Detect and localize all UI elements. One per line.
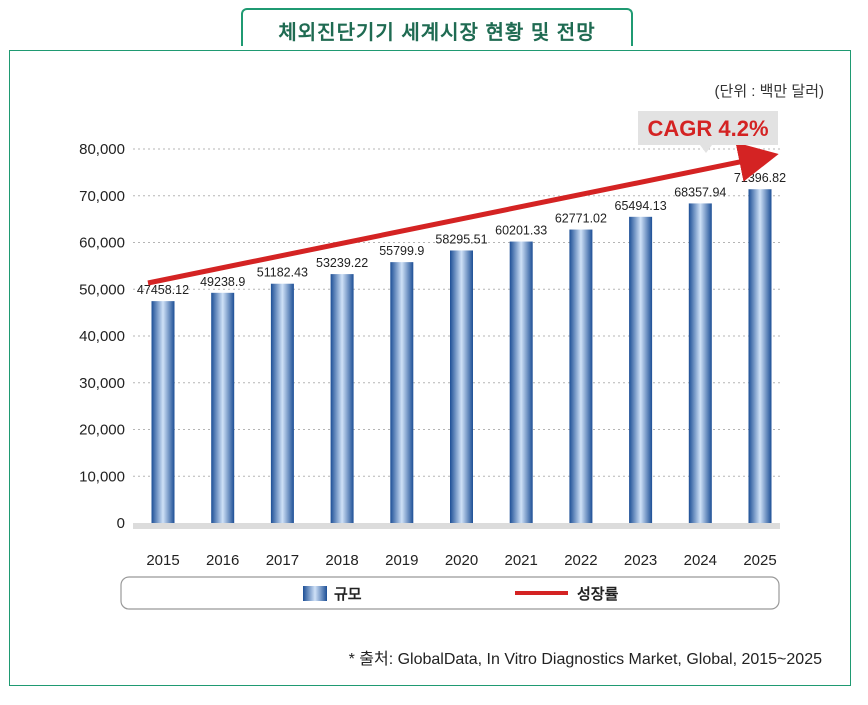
x-tick-label: 2015 bbox=[146, 552, 179, 569]
chart-frame bbox=[9, 50, 851, 686]
legend-line-label: 성장률 bbox=[577, 585, 619, 603]
bar bbox=[748, 189, 772, 524]
bar bbox=[629, 216, 653, 523]
legend: 규모 성장률 bbox=[120, 576, 780, 610]
x-tick-label: 2020 bbox=[445, 552, 478, 569]
bar bbox=[509, 241, 533, 523]
cagr-label: CAGR 4.2% bbox=[647, 116, 768, 141]
y-tick-label: 20,000 bbox=[79, 422, 125, 439]
unit-label: (단위 : 백만 달러) bbox=[714, 83, 824, 100]
x-tick-label: 2019 bbox=[385, 552, 418, 569]
data-label: 58295.51 bbox=[435, 232, 487, 246]
title-tab: 체외진단기기 세계시장 현황 및 전망 bbox=[241, 8, 633, 46]
data-label: 47458.12 bbox=[137, 283, 189, 297]
legend-bar-swatch bbox=[303, 586, 327, 601]
data-label: 68357.94 bbox=[674, 185, 726, 199]
x-tick-label: 2016 bbox=[206, 552, 239, 569]
y-tick-label: 40,000 bbox=[79, 328, 125, 345]
trend-arrow bbox=[147, 142, 779, 286]
y-tick-label: 50,000 bbox=[79, 281, 125, 298]
data-label: 60201.33 bbox=[495, 224, 547, 238]
y-tick-label: 60,000 bbox=[79, 235, 125, 252]
x-tick-label: 2017 bbox=[266, 552, 299, 569]
bar bbox=[390, 262, 414, 523]
x-axis-baseline bbox=[133, 523, 780, 529]
x-tick-label: 2023 bbox=[624, 552, 657, 569]
x-tick-label: 2024 bbox=[684, 552, 717, 569]
bars bbox=[151, 189, 772, 524]
data-label: 55799.9 bbox=[379, 244, 424, 258]
y-tick-label: 10,000 bbox=[79, 468, 125, 485]
bar bbox=[688, 203, 712, 523]
y-tick-label: 0 bbox=[117, 515, 125, 532]
bar bbox=[330, 274, 354, 523]
cagr-badge: CAGR 4.2% bbox=[638, 111, 778, 153]
chart-title: 체외진단기기 세계시장 현황 및 전망 bbox=[278, 22, 596, 44]
source-note: * 출처: GlobalData, In Vitro Diagnostics M… bbox=[348, 651, 822, 668]
data-label: 71396.82 bbox=[734, 171, 786, 185]
bar bbox=[270, 283, 294, 523]
x-tick-label: 2025 bbox=[743, 552, 776, 569]
data-label: 53239.22 bbox=[316, 256, 368, 270]
data-label: 51182.43 bbox=[257, 266, 308, 280]
y-axis: 0 10,000 20,000 30,000 40,000 50,000 60,000 70,… bbox=[79, 141, 125, 532]
gridlines bbox=[133, 148, 780, 529]
x-tick-label: 2021 bbox=[505, 552, 538, 569]
legend-bar-label: 규모 bbox=[334, 586, 362, 603]
y-tick-label: 30,000 bbox=[79, 375, 125, 392]
data-label: 65494.13 bbox=[615, 199, 667, 213]
y-tick-label: 70,000 bbox=[79, 188, 125, 205]
bar bbox=[450, 250, 473, 523]
x-tick-label: 2022 bbox=[564, 552, 597, 569]
data-label: 62771.02 bbox=[555, 212, 607, 226]
data-label: 49238.9 bbox=[200, 275, 245, 289]
bar bbox=[211, 292, 235, 523]
y-tick-label: 80,000 bbox=[79, 141, 125, 158]
bar bbox=[569, 229, 593, 524]
legend-box bbox=[120, 576, 780, 610]
x-tick-label: 2018 bbox=[325, 552, 358, 569]
bar bbox=[151, 301, 175, 523]
x-axis: 2015 2016 2017 2018 2019 2020 2021 2022 2023 2024… bbox=[146, 552, 776, 569]
